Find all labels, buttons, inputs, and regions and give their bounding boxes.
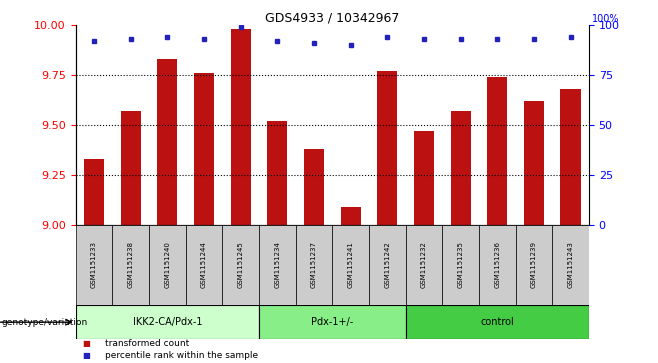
Text: percentile rank within the sample: percentile rank within the sample: [105, 351, 259, 360]
Bar: [414, 131, 434, 225]
Text: control: control: [480, 317, 514, 327]
Text: GSM1151238: GSM1151238: [128, 241, 134, 289]
Bar: [405, 305, 589, 339]
Bar: [552, 225, 589, 305]
Bar: [230, 29, 251, 225]
Text: transformed count: transformed count: [105, 339, 190, 348]
Bar: [295, 225, 332, 305]
Bar: [561, 89, 580, 225]
Bar: [405, 225, 442, 305]
Bar: [120, 111, 141, 225]
Text: GSM1151245: GSM1151245: [238, 242, 243, 288]
Text: GSM1151237: GSM1151237: [311, 241, 317, 289]
Bar: [524, 101, 544, 225]
Text: ■: ■: [82, 339, 90, 348]
Text: GSM1151241: GSM1151241: [347, 241, 353, 289]
Text: GSM1151240: GSM1151240: [164, 241, 170, 289]
Bar: [487, 77, 507, 225]
Text: GSM1151232: GSM1151232: [421, 241, 427, 289]
Bar: [186, 225, 222, 305]
Bar: [76, 305, 259, 339]
Bar: [84, 159, 104, 225]
Text: GSM1151234: GSM1151234: [274, 241, 280, 289]
Text: 100%: 100%: [592, 13, 620, 24]
Bar: [76, 225, 113, 305]
Text: IKK2-CA/Pdx-1: IKK2-CA/Pdx-1: [132, 317, 202, 327]
Bar: [194, 73, 214, 225]
Bar: [259, 305, 405, 339]
Bar: [157, 59, 178, 225]
Bar: [516, 225, 552, 305]
Bar: [304, 149, 324, 225]
Bar: [479, 225, 516, 305]
Bar: [369, 225, 405, 305]
Text: GSM1151235: GSM1151235: [457, 241, 464, 289]
Bar: [149, 225, 186, 305]
Bar: [113, 225, 149, 305]
Bar: [451, 111, 470, 225]
Bar: [332, 225, 369, 305]
Text: GSM1151244: GSM1151244: [201, 242, 207, 288]
Title: GDS4933 / 10342967: GDS4933 / 10342967: [265, 11, 399, 24]
Text: GSM1151239: GSM1151239: [531, 241, 537, 289]
Text: ■: ■: [82, 351, 90, 360]
Text: Pdx-1+/-: Pdx-1+/-: [311, 317, 353, 327]
Bar: [267, 121, 288, 225]
Text: GSM1151242: GSM1151242: [384, 242, 390, 288]
Text: GSM1151233: GSM1151233: [91, 241, 97, 289]
Bar: [222, 225, 259, 305]
Text: genotype/variation: genotype/variation: [1, 318, 88, 327]
Bar: [442, 225, 479, 305]
Text: GSM1151236: GSM1151236: [494, 241, 500, 289]
Bar: [377, 71, 397, 225]
Bar: [341, 207, 361, 225]
Bar: [259, 225, 295, 305]
Text: GSM1151243: GSM1151243: [568, 241, 574, 289]
